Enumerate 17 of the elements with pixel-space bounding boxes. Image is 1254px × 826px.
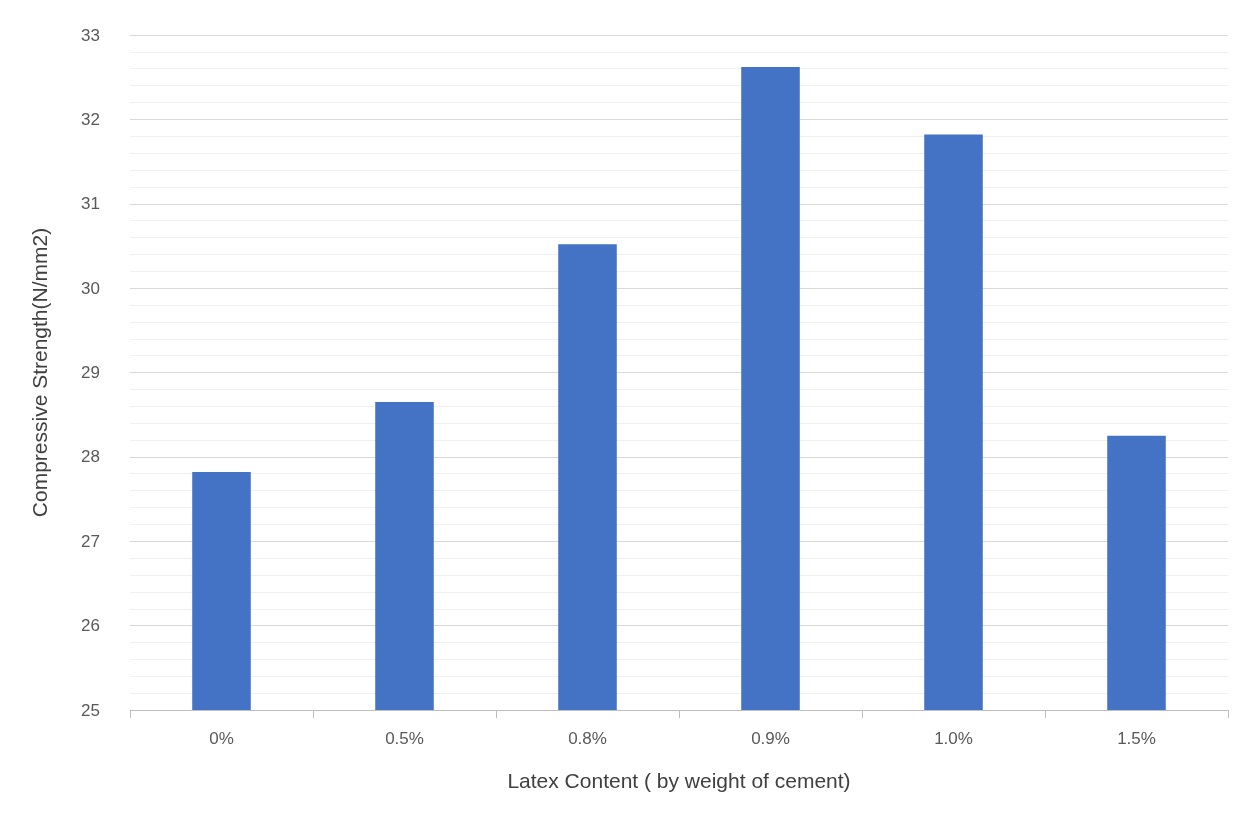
x-tick-label: 1.5% — [1117, 729, 1156, 748]
x-tick-label: 1.0% — [934, 729, 973, 748]
y-tick-label: 31 — [81, 194, 100, 214]
y-tick-label: 27 — [81, 531, 100, 551]
x-tick-label: 0.9% — [751, 729, 790, 748]
y-tick-label: 26 — [81, 616, 100, 636]
y-tick-label: 32 — [81, 109, 100, 129]
y-tick-label: 33 — [81, 25, 100, 45]
y-axis-title: Compressive Strength(N/mm2) — [28, 227, 51, 518]
x-tick-label: 0.8% — [568, 729, 607, 748]
y-tick-label: 29 — [81, 363, 100, 382]
y-tick-label: 25 — [81, 700, 100, 720]
x-axis-title: Latex Content ( by weight of cement) — [507, 769, 851, 792]
x-tick-label: 0% — [209, 729, 234, 748]
x-tick-label: 0.5% — [385, 729, 424, 748]
y-tick-label: 28 — [81, 447, 100, 467]
y-tick-label: 30 — [81, 278, 100, 298]
